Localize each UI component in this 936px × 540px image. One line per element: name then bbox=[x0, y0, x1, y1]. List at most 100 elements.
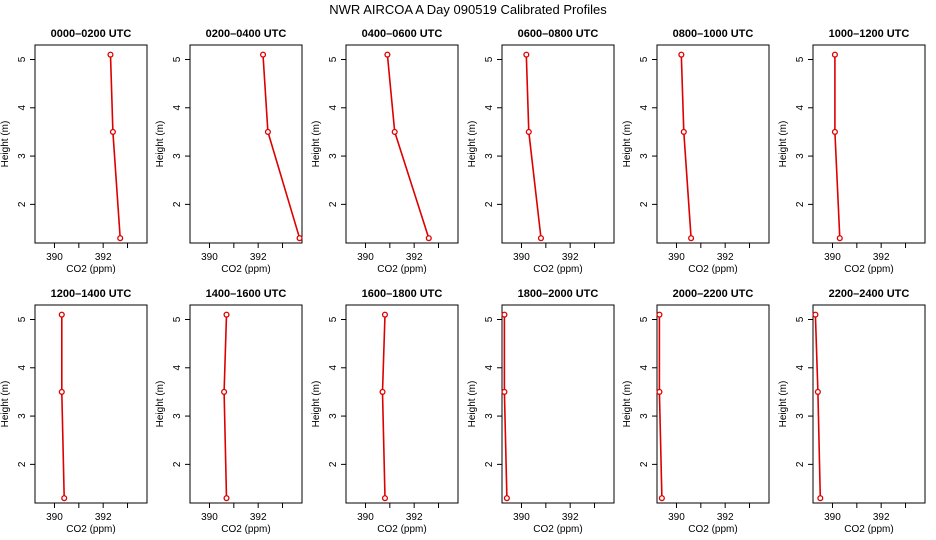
panel-title: 1400–1600 UTC bbox=[206, 288, 287, 300]
x-tick-label: 390 bbox=[46, 512, 63, 523]
x-axis-label: CO2 (ppm) bbox=[66, 524, 115, 535]
y-tick-label: 2 bbox=[17, 201, 28, 207]
y-tick-label: 3 bbox=[484, 153, 495, 159]
y-tick-label: 3 bbox=[639, 413, 650, 419]
panel-title: 0200–0400 UTC bbox=[206, 28, 287, 40]
data-point bbox=[831, 128, 838, 135]
x-tick-label: 392 bbox=[717, 512, 734, 523]
panel-frame bbox=[656, 44, 770, 244]
panel-title: 0400–0600 UTC bbox=[362, 28, 443, 40]
data-point bbox=[817, 495, 824, 502]
y-tick-label: 5 bbox=[795, 316, 806, 322]
y-tick-label: 5 bbox=[17, 316, 28, 322]
y-tick-label: 5 bbox=[484, 56, 495, 62]
data-point bbox=[425, 235, 432, 242]
profile-line bbox=[680, 54, 692, 239]
y-tick-label: 2 bbox=[172, 461, 183, 467]
data-point bbox=[384, 51, 391, 58]
y-tick-label: 4 bbox=[795, 105, 806, 111]
x-tick-label: 392 bbox=[95, 512, 112, 523]
panel-title: 0000–0200 UTC bbox=[51, 28, 132, 40]
x-axis-label: CO2 (ppm) bbox=[66, 264, 115, 275]
x-tick-label: 392 bbox=[873, 252, 890, 263]
y-axis-label: Height (m) bbox=[622, 381, 633, 428]
y-tick-label: 2 bbox=[639, 461, 650, 467]
data-point bbox=[501, 388, 508, 395]
y-axis-label: Height (m) bbox=[155, 381, 166, 428]
y-axis-label: Height (m) bbox=[778, 381, 789, 428]
data-point bbox=[61, 495, 68, 502]
data-point bbox=[221, 388, 228, 395]
y-tick-label: 2 bbox=[17, 461, 28, 467]
panel-frame bbox=[189, 304, 303, 504]
y-tick-label: 2 bbox=[328, 201, 339, 207]
y-tick-label: 5 bbox=[328, 316, 339, 322]
panel-frame bbox=[34, 44, 148, 244]
profile-line bbox=[814, 314, 822, 499]
data-point bbox=[379, 388, 386, 395]
y-tick-label: 3 bbox=[17, 153, 28, 159]
x-tick-label: 392 bbox=[406, 512, 423, 523]
y-tick-label: 3 bbox=[328, 153, 339, 159]
x-tick-label: 390 bbox=[824, 512, 841, 523]
panel-frame bbox=[189, 44, 303, 244]
x-tick-label: 390 bbox=[668, 252, 685, 263]
profile-line bbox=[262, 54, 301, 239]
y-tick-label: 4 bbox=[639, 365, 650, 371]
x-tick-label: 390 bbox=[46, 252, 63, 263]
x-tick-label: 390 bbox=[357, 512, 374, 523]
y-tick-label: 4 bbox=[172, 105, 183, 111]
panel-frame bbox=[812, 44, 926, 244]
y-axis-label: Height (m) bbox=[778, 121, 789, 168]
data-point bbox=[658, 495, 665, 502]
y-axis-label: Height (m) bbox=[155, 121, 166, 168]
y-tick-label: 3 bbox=[328, 413, 339, 419]
x-axis-label: CO2 (ppm) bbox=[533, 524, 582, 535]
x-axis-label: CO2 (ppm) bbox=[688, 264, 737, 275]
data-point bbox=[836, 235, 843, 242]
data-point bbox=[117, 235, 124, 242]
y-axis-label: Height (m) bbox=[467, 381, 478, 428]
panel-frame bbox=[501, 304, 615, 504]
panel-title: 1200–1400 UTC bbox=[51, 288, 132, 300]
data-point bbox=[381, 495, 389, 502]
y-tick-label: 5 bbox=[328, 56, 339, 62]
panel-title: 0800–1000 UTC bbox=[673, 28, 754, 40]
x-axis-label: CO2 (ppm) bbox=[221, 524, 270, 535]
data-point bbox=[688, 235, 695, 242]
data-point bbox=[678, 51, 685, 58]
x-axis-label: CO2 (ppm) bbox=[688, 524, 737, 535]
x-tick-label: 390 bbox=[357, 252, 374, 263]
y-tick-label: 5 bbox=[795, 56, 806, 62]
panel-title: 1800–2000 UTC bbox=[518, 288, 599, 300]
data-point bbox=[223, 311, 230, 318]
y-tick-label: 4 bbox=[795, 365, 806, 371]
y-tick-label: 4 bbox=[639, 105, 650, 111]
y-tick-label: 4 bbox=[328, 365, 339, 371]
y-tick-label: 4 bbox=[484, 105, 495, 111]
panel-title: 2200–2400 UTC bbox=[829, 288, 910, 300]
profile-line bbox=[109, 54, 121, 239]
data-point bbox=[109, 128, 116, 135]
data-point bbox=[501, 311, 508, 318]
data-point bbox=[812, 311, 819, 318]
y-tick-label: 5 bbox=[639, 316, 650, 322]
y-axis-label: Height (m) bbox=[467, 121, 478, 168]
data-point bbox=[656, 388, 663, 395]
x-tick-label: 392 bbox=[406, 252, 423, 263]
data-point bbox=[537, 235, 545, 242]
x-tick-label: 390 bbox=[513, 252, 530, 263]
y-tick-label: 5 bbox=[639, 56, 650, 62]
y-axis-label: Height (m) bbox=[0, 121, 11, 168]
data-point bbox=[831, 51, 838, 58]
y-tick-label: 2 bbox=[639, 201, 650, 207]
data-point bbox=[296, 235, 303, 242]
x-axis-label: CO2 (ppm) bbox=[377, 524, 426, 535]
y-tick-label: 3 bbox=[17, 413, 28, 419]
data-point bbox=[656, 311, 663, 318]
x-tick-label: 390 bbox=[201, 512, 218, 523]
y-tick-label: 3 bbox=[172, 413, 183, 419]
y-tick-label: 4 bbox=[328, 105, 339, 111]
profile-line bbox=[60, 314, 65, 499]
y-tick-label: 2 bbox=[484, 461, 495, 467]
